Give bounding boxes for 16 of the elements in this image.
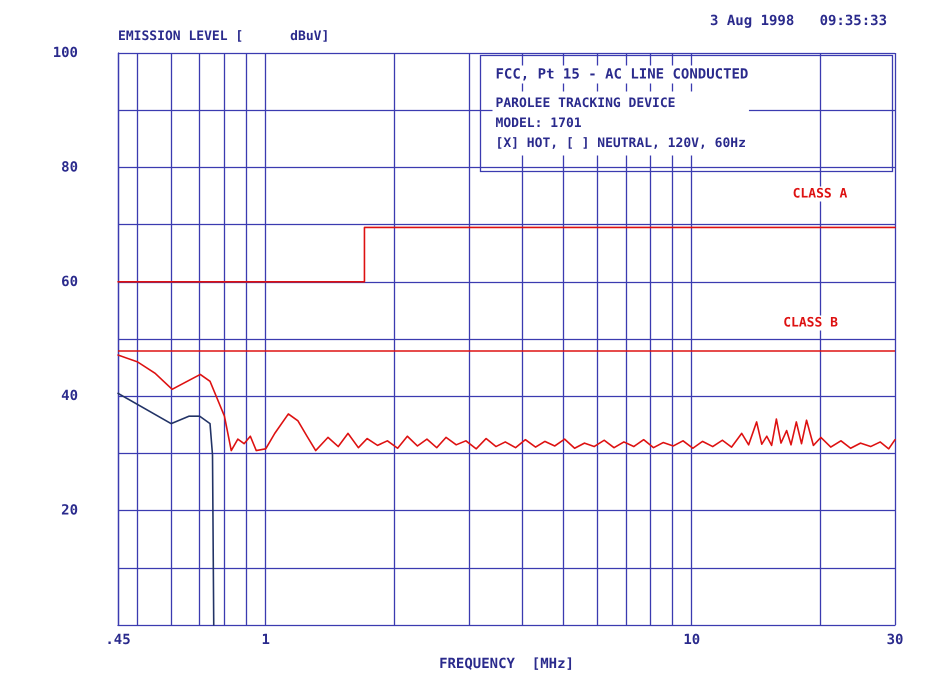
ref-line-label: CLASS B	[783, 315, 838, 330]
x-tick-label: 1	[262, 632, 270, 648]
y-axis-title: EMISSION LEVEL [ dBuV]	[118, 29, 330, 44]
x-tick-label: 10	[683, 632, 700, 648]
y-tick-label: 80	[61, 159, 78, 176]
x-axis-title: FREQUENCY [MHz]	[439, 656, 574, 672]
text: PAROLEE TRACKING DEVICE MODEL: 1701 [X] HOT, [ ] NEUTRAL, 120V, 60Hz	[496, 96, 746, 151]
text: FCC, Pt 15 - AC LINE CONDUCTED	[496, 66, 748, 82]
y-tick-label: 60	[61, 274, 78, 290]
y-tick-label: 20	[61, 502, 78, 519]
y-tick-label: 100	[52, 45, 78, 61]
y-tick-label: 40	[61, 388, 78, 404]
annotation: CLASS A	[792, 186, 848, 202]
x-tick-label: .45	[105, 632, 131, 648]
x-tick-label: 30	[886, 632, 904, 648]
text: 3 Aug 1998 09:35:33	[710, 13, 888, 29]
